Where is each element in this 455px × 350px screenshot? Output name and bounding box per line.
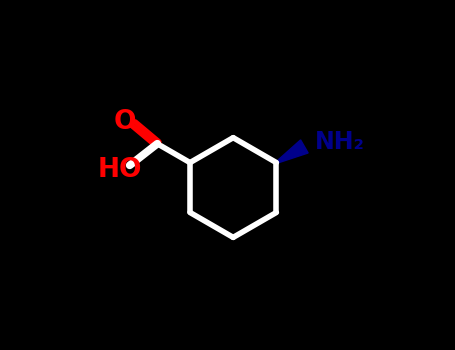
Text: O: O <box>114 109 136 135</box>
Polygon shape <box>276 140 308 163</box>
Text: HO: HO <box>98 157 142 183</box>
Text: NH₂: NH₂ <box>315 131 365 154</box>
